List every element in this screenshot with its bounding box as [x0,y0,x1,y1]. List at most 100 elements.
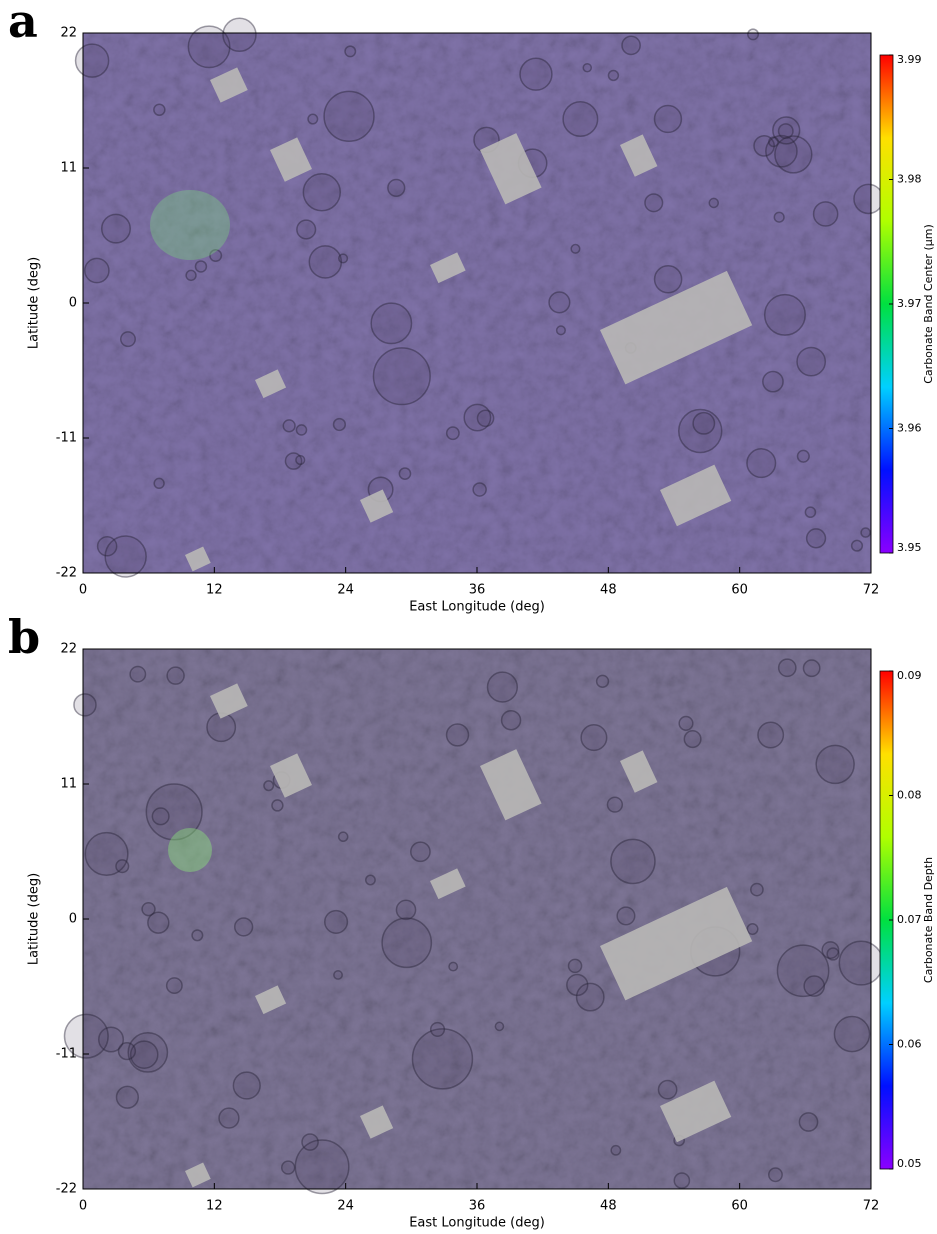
crater [709,198,718,207]
x-tick-label: 36 [469,583,486,598]
y-tick-label: 22 [60,642,77,657]
crater [223,18,256,51]
crater [309,246,341,278]
crater [779,659,796,676]
colorbar-tick-label: 0.05 [897,1157,922,1170]
crater [557,326,566,335]
crater [597,675,609,687]
crater [607,797,622,812]
crater [611,1146,620,1155]
crater [219,1108,239,1128]
colorbar-label: Carbonate Band Depth [922,857,935,983]
crater [861,528,870,537]
crater [167,667,184,684]
colorbar-tick-label: 0.09 [897,669,922,682]
crater [655,266,682,293]
colorbar-tick-label: 3.95 [897,541,922,554]
crater [797,347,825,375]
x-tick-label: 60 [731,583,748,598]
x-tick-label: 48 [600,583,617,598]
y-tick-label: 11 [60,777,77,792]
crater [611,839,655,883]
crater [303,174,340,211]
crater [449,962,457,970]
crater [119,1043,136,1060]
x-tick-label: 0 [79,1199,87,1214]
colorbar-tick-label: 0.06 [897,1038,922,1051]
crater [622,36,640,54]
crater [693,413,714,434]
crater [571,245,580,254]
crater [325,911,348,934]
panel-label: b [8,610,40,664]
crater [339,832,348,841]
crater [834,1016,869,1051]
crater [334,971,342,979]
crater [583,64,591,72]
crater [296,456,305,465]
crater [563,102,598,137]
crater [765,295,806,336]
crater [814,202,838,226]
crater [807,529,826,548]
x-tick-label: 36 [469,1199,486,1214]
y-axis-label: Latitude (deg) [27,873,42,965]
crater [774,212,784,222]
crater [852,540,863,551]
carbonate-spot [150,190,230,260]
crater [412,1029,472,1089]
crater [264,781,274,791]
crater [816,745,854,783]
crater [447,724,469,746]
crater [473,483,486,496]
x-tick-label: 60 [731,1199,748,1214]
crater [464,404,490,430]
crater [85,258,109,282]
crater [769,137,778,146]
crater [608,71,618,81]
crater [747,449,776,478]
crater [388,179,405,196]
crater [382,918,431,967]
x-tick-label: 0 [79,583,87,598]
x-tick-label: 72 [863,1199,880,1214]
colorbar-tick-label: 3.96 [897,422,922,435]
crater [339,254,348,263]
x-axis-label: East Longitude (deg) [409,1216,545,1231]
x-tick-label: 12 [206,583,223,598]
crater [751,883,763,895]
map-texture [83,649,871,1189]
crater [324,91,374,141]
y-tick-label: -11 [56,431,77,446]
crater [431,1023,445,1037]
crater [396,900,415,919]
x-tick-label: 24 [337,1199,354,1214]
crater [447,427,459,439]
crater [282,1161,295,1174]
crater [308,114,318,124]
crater [679,717,693,731]
crater [674,1173,689,1188]
crater [235,918,253,936]
crater [520,58,552,90]
crater [758,722,783,747]
crater [98,537,117,556]
y-tick-label: 0 [69,296,77,311]
crater [411,842,430,861]
crater [121,332,135,346]
crater [130,667,145,682]
crater [769,1168,782,1181]
crater [195,261,206,272]
crater [581,725,607,751]
crater [334,419,346,431]
colorbar-tick-label: 0.08 [897,789,922,802]
colorbar-tick-label: 3.99 [897,53,922,66]
y-tick-label: 22 [60,26,77,41]
x-tick-label: 72 [863,583,880,598]
crater [799,1113,817,1131]
crater [747,924,758,935]
crater [148,912,169,933]
crater [283,420,295,432]
crater [152,808,169,825]
crater [154,104,165,115]
